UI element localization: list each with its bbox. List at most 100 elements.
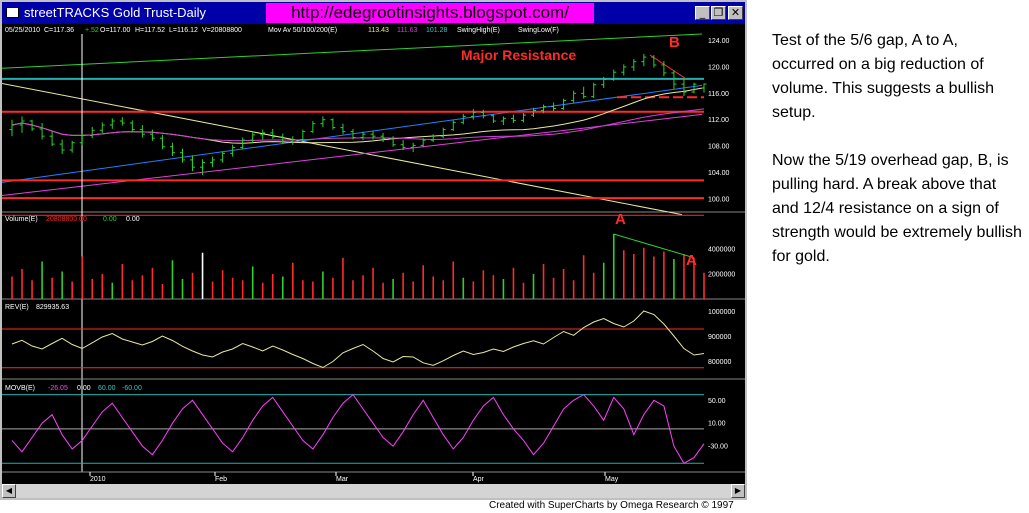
price-bar xyxy=(69,140,75,153)
price-tick-label: 104.00 xyxy=(708,170,730,177)
price-bar xyxy=(119,117,125,126)
price-bar xyxy=(19,116,25,133)
close-icon[interactable]: ✕ xyxy=(728,6,743,20)
price-bar xyxy=(561,98,567,110)
rev-series-line xyxy=(11,310,705,369)
price-bar xyxy=(370,130,376,140)
info-ma-label: Mov Av 50/100/200(E) xyxy=(268,27,337,34)
x-tick-label: Feb xyxy=(215,476,227,483)
price-bar xyxy=(531,107,537,118)
commentary: Test of the 5/6 gap, A to A, occurred on… xyxy=(772,29,1024,293)
price-bar xyxy=(210,156,216,168)
info-ma2: 111.63 xyxy=(397,27,417,34)
price-bar xyxy=(159,134,165,150)
price-bar xyxy=(260,129,266,140)
title-bar[interactable]: streetTRACKS Gold Trust-Daily http://ede… xyxy=(2,2,745,24)
price-bar xyxy=(581,86,587,99)
price-bar xyxy=(420,138,426,148)
price-bar xyxy=(79,133,85,146)
horizontal-scrollbar[interactable]: ◀ ▶ xyxy=(2,484,745,498)
restore-icon[interactable]: ❐ xyxy=(711,6,726,20)
price-bar xyxy=(380,132,386,143)
price-bar xyxy=(190,155,196,172)
price-bar xyxy=(671,70,677,89)
price-bar xyxy=(149,129,155,141)
price-bar xyxy=(701,83,707,93)
price-bar xyxy=(300,129,306,141)
price-tick-label: 112.00 xyxy=(708,117,729,124)
x-axis: 2010 Feb Mar Apr May xyxy=(2,471,745,483)
price-bar xyxy=(541,104,547,114)
price-bar xyxy=(59,139,65,154)
movb-value-3: 60.00 xyxy=(98,385,116,392)
volume-value-1: 20808800.00 xyxy=(46,216,87,223)
price-bar xyxy=(230,144,236,157)
movb-value-2: 0.00 xyxy=(77,385,91,392)
rev-panel: 800000 900000 1000000 xyxy=(2,309,745,380)
info-high: H=117.52 xyxy=(135,27,165,34)
price-bar xyxy=(9,119,15,137)
commentary-paragraph-1: Test of the 5/6 gap, A to A, occurred on… xyxy=(772,32,995,121)
price-bar xyxy=(320,116,326,127)
price-bar xyxy=(500,116,506,125)
window-title: streetTRACKS Gold Trust-Daily xyxy=(24,5,207,20)
info-date: 05/25/2010 xyxy=(5,27,40,34)
x-tick-label: May xyxy=(605,476,619,483)
info-ma3: 101.28 xyxy=(426,27,448,34)
price-bar xyxy=(270,128,276,139)
price-bar xyxy=(621,64,627,76)
price-bar xyxy=(450,120,456,131)
movb-tick-label: 10.00 xyxy=(708,421,726,428)
volume-trend-line xyxy=(613,233,695,259)
moving-average-100-line xyxy=(11,108,705,142)
volume-label: Volume(E) xyxy=(5,216,38,223)
volume-tick-label: 2000000 xyxy=(708,272,735,279)
price-bar xyxy=(460,113,466,125)
gap-b-line xyxy=(649,54,687,80)
chart-window: streetTRACKS Gold Trust-Daily http://ede… xyxy=(0,0,747,500)
movb-tick-label: -30.00 xyxy=(708,444,728,451)
price-bar xyxy=(109,118,115,129)
price-tick-label: 120.00 xyxy=(708,64,730,71)
info-change: +.52 xyxy=(85,27,99,34)
url-banner: http://edegrootinsights.blogspot.com/ xyxy=(266,3,594,23)
rev-value: 829935.63 xyxy=(36,304,69,311)
rev-label: REV(E) xyxy=(5,304,29,311)
info-low: L=116.12 xyxy=(169,27,198,34)
price-bar xyxy=(250,132,256,143)
price-bar xyxy=(240,137,246,150)
price-bar xyxy=(551,102,557,112)
price-bar xyxy=(510,114,516,123)
minimize-icon[interactable]: _ xyxy=(695,6,710,20)
price-bar xyxy=(400,140,406,151)
credit-text: Created with SuperCharts by Omega Resear… xyxy=(489,500,734,511)
price-bar xyxy=(29,119,35,131)
major-resistance-label: Major Resistance xyxy=(461,47,576,63)
annotation-b: B xyxy=(669,34,680,51)
rev-tick-label: 900000 xyxy=(708,334,731,341)
price-bar xyxy=(631,59,637,71)
scroll-right-icon[interactable]: ▶ xyxy=(731,484,745,498)
price-bar xyxy=(360,131,366,141)
price-bar xyxy=(520,113,526,123)
info-swing-high: SwingHigh(E) xyxy=(457,27,500,34)
info-close: C=117.36 xyxy=(44,27,74,34)
rev-tick-label: 1000000 xyxy=(708,309,735,316)
price-bar xyxy=(490,113,496,123)
volume-tick-label: 4000000 xyxy=(708,247,735,254)
price-bar xyxy=(340,123,346,135)
price-bar xyxy=(49,131,55,147)
price-tick-label: 124.00 xyxy=(708,38,730,45)
scroll-left-icon[interactable]: ◀ xyxy=(2,484,16,498)
price-bar xyxy=(591,82,597,98)
long-channel-line xyxy=(2,33,703,69)
price-bar xyxy=(129,120,135,133)
chart-area[interactable]: 05/25/2010 C=117.36 +.52 O=117.00 H=117.… xyxy=(2,24,745,484)
price-bar xyxy=(350,128,356,140)
price-bar xyxy=(390,136,396,147)
price-panel: 100.00 104.00 108.00 112.00 116.00 120.00 124.… xyxy=(2,33,745,472)
uptrend-line xyxy=(2,113,703,197)
window-icon[interactable] xyxy=(6,7,19,18)
price-bar xyxy=(430,134,436,143)
downtrend-line xyxy=(2,82,683,216)
